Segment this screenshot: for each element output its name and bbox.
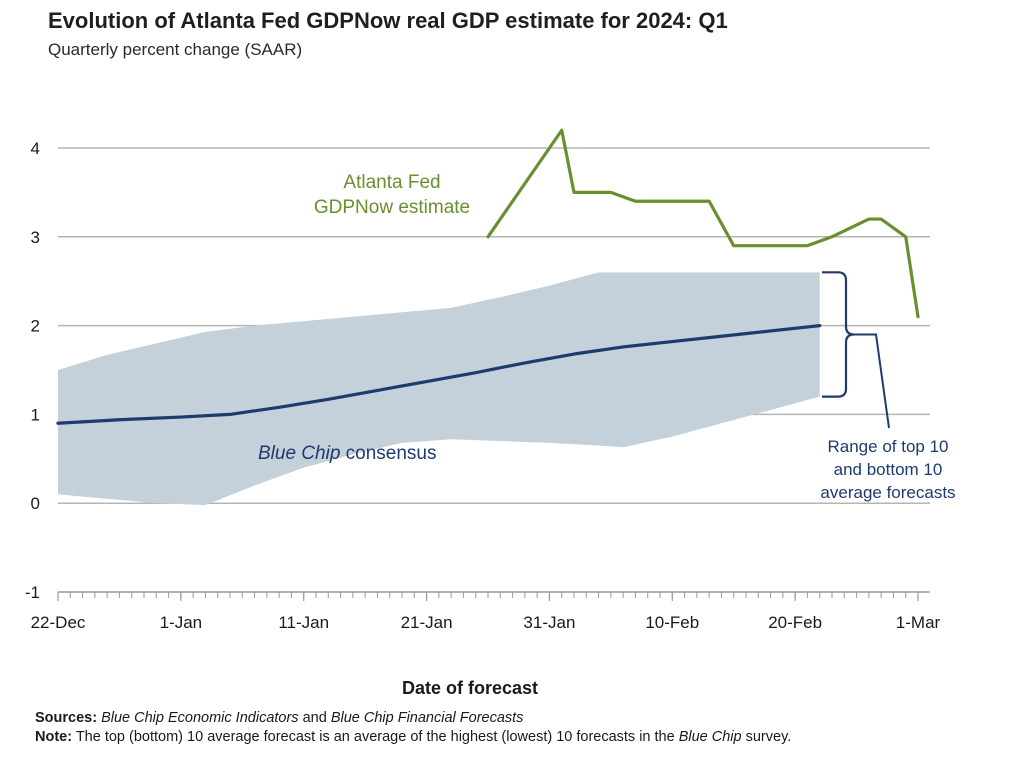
chart-title: Evolution of Atlanta Fed GDPNow real GDP… xyxy=(48,8,728,33)
x-tick-label: 1-Mar xyxy=(896,613,941,632)
bluechip-consensus-line xyxy=(56,324,822,425)
bluechip-label-rest: consensus xyxy=(340,443,436,464)
x-tick-label: 1-Jan xyxy=(160,613,203,632)
range-label-line: average forecasts xyxy=(820,483,955,502)
note-line: Note: The top (bottom) 10 average foreca… xyxy=(35,728,975,747)
sources-and: and xyxy=(298,710,331,726)
y-tick-label: -1 xyxy=(25,583,40,602)
y-tick-label: 2 xyxy=(31,317,40,336)
sources-title-2: Blue Chip Financial Forecasts xyxy=(330,710,524,726)
range-band-layer xyxy=(58,272,820,505)
gdpnow-label-line: Atlanta Fed xyxy=(343,172,440,193)
x-tick-label: 22-Dec xyxy=(31,613,86,632)
x-tick-label: 31-Jan xyxy=(523,613,575,632)
range-brace xyxy=(822,271,855,398)
footer: Sources: Blue Chip Economic Indicators a… xyxy=(35,709,975,747)
sources-line: Sources: Blue Chip Economic Indicators a… xyxy=(35,709,975,728)
annotation-layer: Atlanta Fed GDPNow estimate Blue Chip cons… xyxy=(258,172,956,502)
gdpnow-label-line: GDPNow estimate xyxy=(314,197,470,218)
x-tick-label: 11-Jan xyxy=(278,613,329,632)
y-tick-label: 4 xyxy=(31,139,40,158)
range-band xyxy=(58,272,820,505)
x-tick-label: 10-Feb xyxy=(645,613,699,632)
note-text-1: The top (bottom) 10 average forecast is … xyxy=(72,729,679,745)
range-label-line: and bottom 10 xyxy=(834,460,943,479)
note-italic: Blue Chip xyxy=(678,729,742,745)
range-pointer-line xyxy=(854,333,890,429)
range-label-line: Range of top 10 xyxy=(828,437,949,456)
x-tick-label: 20-Feb xyxy=(768,613,822,632)
axis-layer: -1 0 1 2 3 4 22-Dec 1-Jan 11-Jan 21-Jan 31-Jan 10-F… xyxy=(25,139,941,632)
y-tick-label: 3 xyxy=(31,228,40,247)
sources-title-1: Blue Chip Economic Indicators xyxy=(101,710,299,726)
note-label: Note: xyxy=(35,729,73,745)
y-tick-label: 0 xyxy=(31,494,40,513)
x-axis-label: Date of forecast xyxy=(402,678,538,698)
sources-label: Sources: xyxy=(35,710,98,726)
chart-subtitle: Quarterly percent change (SAAR) xyxy=(48,40,303,59)
bluechip-label-italic: Blue Chip xyxy=(258,443,340,464)
bluechip-label: Blue Chip consensus xyxy=(258,443,437,464)
note-text-2: survey. xyxy=(741,729,792,745)
y-tick-label: 1 xyxy=(31,405,40,424)
series-layer xyxy=(56,128,920,425)
x-tick-label: 21-Jan xyxy=(401,613,453,632)
